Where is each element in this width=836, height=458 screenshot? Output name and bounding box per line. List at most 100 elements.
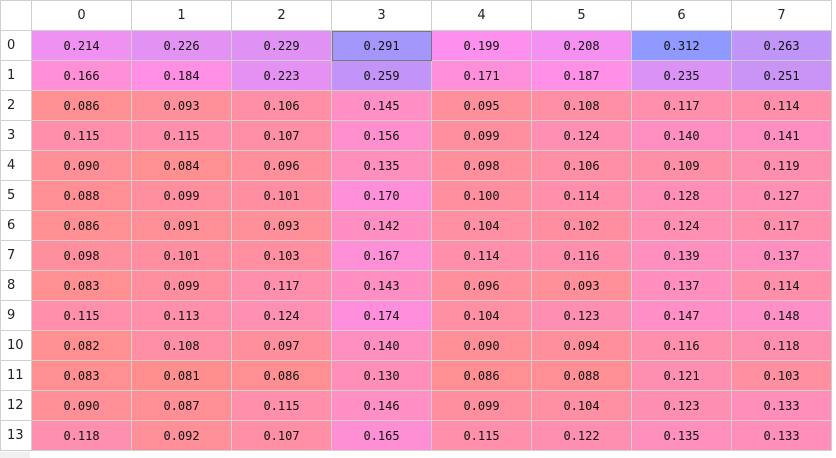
table-cell[interactable]: 0.128 <box>631 180 732 211</box>
table-cell[interactable]: 0.223 <box>231 60 332 91</box>
table-cell[interactable]: 0.140 <box>331 330 432 361</box>
table-cell[interactable]: 0.104 <box>531 390 632 421</box>
table-cell[interactable]: 0.088 <box>531 360 632 391</box>
table-cell[interactable]: 0.104 <box>431 210 532 241</box>
table-cell[interactable]: 0.100 <box>431 180 532 211</box>
table-cell[interactable]: 0.174 <box>331 300 432 331</box>
table-cell[interactable]: 0.127 <box>731 180 832 211</box>
table-cell[interactable]: 0.114 <box>431 240 532 271</box>
table-cell[interactable]: 0.117 <box>731 210 832 241</box>
row-header-12[interactable]: 12 <box>0 390 32 421</box>
column-header-6[interactable]: 6 <box>631 0 732 31</box>
table-cell[interactable]: 0.208 <box>531 30 632 61</box>
table-cell[interactable]: 0.106 <box>231 90 332 121</box>
table-cell[interactable]: 0.145 <box>331 90 432 121</box>
table-cell[interactable]: 0.096 <box>231 150 332 181</box>
table-cell[interactable]: 0.143 <box>331 270 432 301</box>
table-cell[interactable]: 0.166 <box>31 60 132 91</box>
table-cell[interactable]: 0.139 <box>631 240 732 271</box>
table-cell[interactable]: 0.115 <box>131 120 232 151</box>
table-cell[interactable]: 0.084 <box>131 150 232 181</box>
table-cell[interactable]: 0.099 <box>131 270 232 301</box>
table-cell[interactable]: 0.097 <box>231 330 332 361</box>
table-cell[interactable]: 0.088 <box>31 180 132 211</box>
table-cell[interactable]: 0.121 <box>631 360 732 391</box>
scrollbar-stub[interactable] <box>0 452 30 458</box>
column-header-5[interactable]: 5 <box>531 0 632 31</box>
table-cell[interactable]: 0.102 <box>531 210 632 241</box>
table-cell[interactable]: 0.086 <box>431 360 532 391</box>
table-cell[interactable]: 0.107 <box>231 120 332 151</box>
table-cell[interactable]: 0.184 <box>131 60 232 91</box>
table-cell[interactable]: 0.106 <box>531 150 632 181</box>
table-cell[interactable]: 0.108 <box>531 90 632 121</box>
table-cell[interactable]: 0.229 <box>231 30 332 61</box>
table-cell[interactable]: 0.115 <box>231 390 332 421</box>
table-cell[interactable]: 0.135 <box>331 150 432 181</box>
table-cell[interactable]: 0.137 <box>631 270 732 301</box>
table-cell[interactable]: 0.135 <box>631 420 732 451</box>
table-cell[interactable]: 0.113 <box>131 300 232 331</box>
table-cell[interactable]: 0.199 <box>431 30 532 61</box>
table-cell[interactable]: 0.093 <box>131 90 232 121</box>
table-cell[interactable]: 0.115 <box>31 300 132 331</box>
table-cell[interactable]: 0.099 <box>131 180 232 211</box>
column-header-3[interactable]: 3 <box>331 0 432 31</box>
table-cell[interactable]: 0.130 <box>331 360 432 391</box>
table-cell[interactable]: 0.124 <box>631 210 732 241</box>
table-cell[interactable]: 0.133 <box>731 420 832 451</box>
table-cell[interactable]: 0.146 <box>331 390 432 421</box>
table-cell[interactable]: 0.103 <box>231 240 332 271</box>
table-cell[interactable]: 0.098 <box>31 240 132 271</box>
row-header-6[interactable]: 6 <box>0 210 32 241</box>
table-cell[interactable]: 0.114 <box>731 270 832 301</box>
table-cell[interactable]: 0.118 <box>31 420 132 451</box>
table-cell[interactable]: 0.116 <box>531 240 632 271</box>
table-cell[interactable]: 0.090 <box>431 330 532 361</box>
table-cell[interactable]: 0.124 <box>531 120 632 151</box>
table-cell[interactable]: 0.087 <box>131 390 232 421</box>
table-cell[interactable]: 0.235 <box>631 60 732 91</box>
table-cell[interactable]: 0.115 <box>31 120 132 151</box>
table-cell[interactable]: 0.086 <box>31 210 132 241</box>
table-cell[interactable]: 0.170 <box>331 180 432 211</box>
table-cell[interactable]: 0.093 <box>531 270 632 301</box>
table-cell[interactable]: 0.156 <box>331 120 432 151</box>
row-header-10[interactable]: 10 <box>0 330 32 361</box>
column-header-7[interactable]: 7 <box>731 0 832 31</box>
table-cell[interactable]: 0.108 <box>131 330 232 361</box>
table-cell[interactable]: 0.109 <box>631 150 732 181</box>
row-header-2[interactable]: 2 <box>0 90 32 121</box>
table-cell[interactable]: 0.148 <box>731 300 832 331</box>
table-cell[interactable]: 0.107 <box>231 420 332 451</box>
table-cell[interactable]: 0.187 <box>531 60 632 91</box>
table-cell[interactable]: 0.117 <box>631 90 732 121</box>
table-cell[interactable]: 0.259 <box>331 60 432 91</box>
table-cell[interactable]: 0.141 <box>731 120 832 151</box>
table-cell[interactable]: 0.147 <box>631 300 732 331</box>
table-cell[interactable]: 0.123 <box>531 300 632 331</box>
table-cell[interactable]: 0.086 <box>31 90 132 121</box>
row-header-11[interactable]: 11 <box>0 360 32 391</box>
row-header-9[interactable]: 9 <box>0 300 32 331</box>
column-header-2[interactable]: 2 <box>231 0 332 31</box>
column-header-1[interactable]: 1 <box>131 0 232 31</box>
table-cell[interactable]: 0.083 <box>31 270 132 301</box>
table-cell[interactable]: 0.263 <box>731 30 832 61</box>
table-cell[interactable]: 0.083 <box>31 360 132 391</box>
table-cell[interactable]: 0.104 <box>431 300 532 331</box>
table-cell[interactable]: 0.103 <box>731 360 832 391</box>
table-cell[interactable]: 0.081 <box>131 360 232 391</box>
table-cell[interactable]: 0.312 <box>631 30 732 61</box>
table-cell[interactable]: 0.086 <box>231 360 332 391</box>
row-header-13[interactable]: 13 <box>0 420 32 451</box>
table-cell[interactable]: 0.124 <box>231 300 332 331</box>
table-cell[interactable]: 0.214 <box>31 30 132 61</box>
table-cell[interactable]: 0.119 <box>731 150 832 181</box>
table-cell[interactable]: 0.133 <box>731 390 832 421</box>
table-cell[interactable]: 0.099 <box>431 390 532 421</box>
table-cell[interactable]: 0.090 <box>31 390 132 421</box>
table-cell[interactable]: 0.226 <box>131 30 232 61</box>
table-cell[interactable]: 0.114 <box>531 180 632 211</box>
row-header-1[interactable]: 1 <box>0 60 32 91</box>
